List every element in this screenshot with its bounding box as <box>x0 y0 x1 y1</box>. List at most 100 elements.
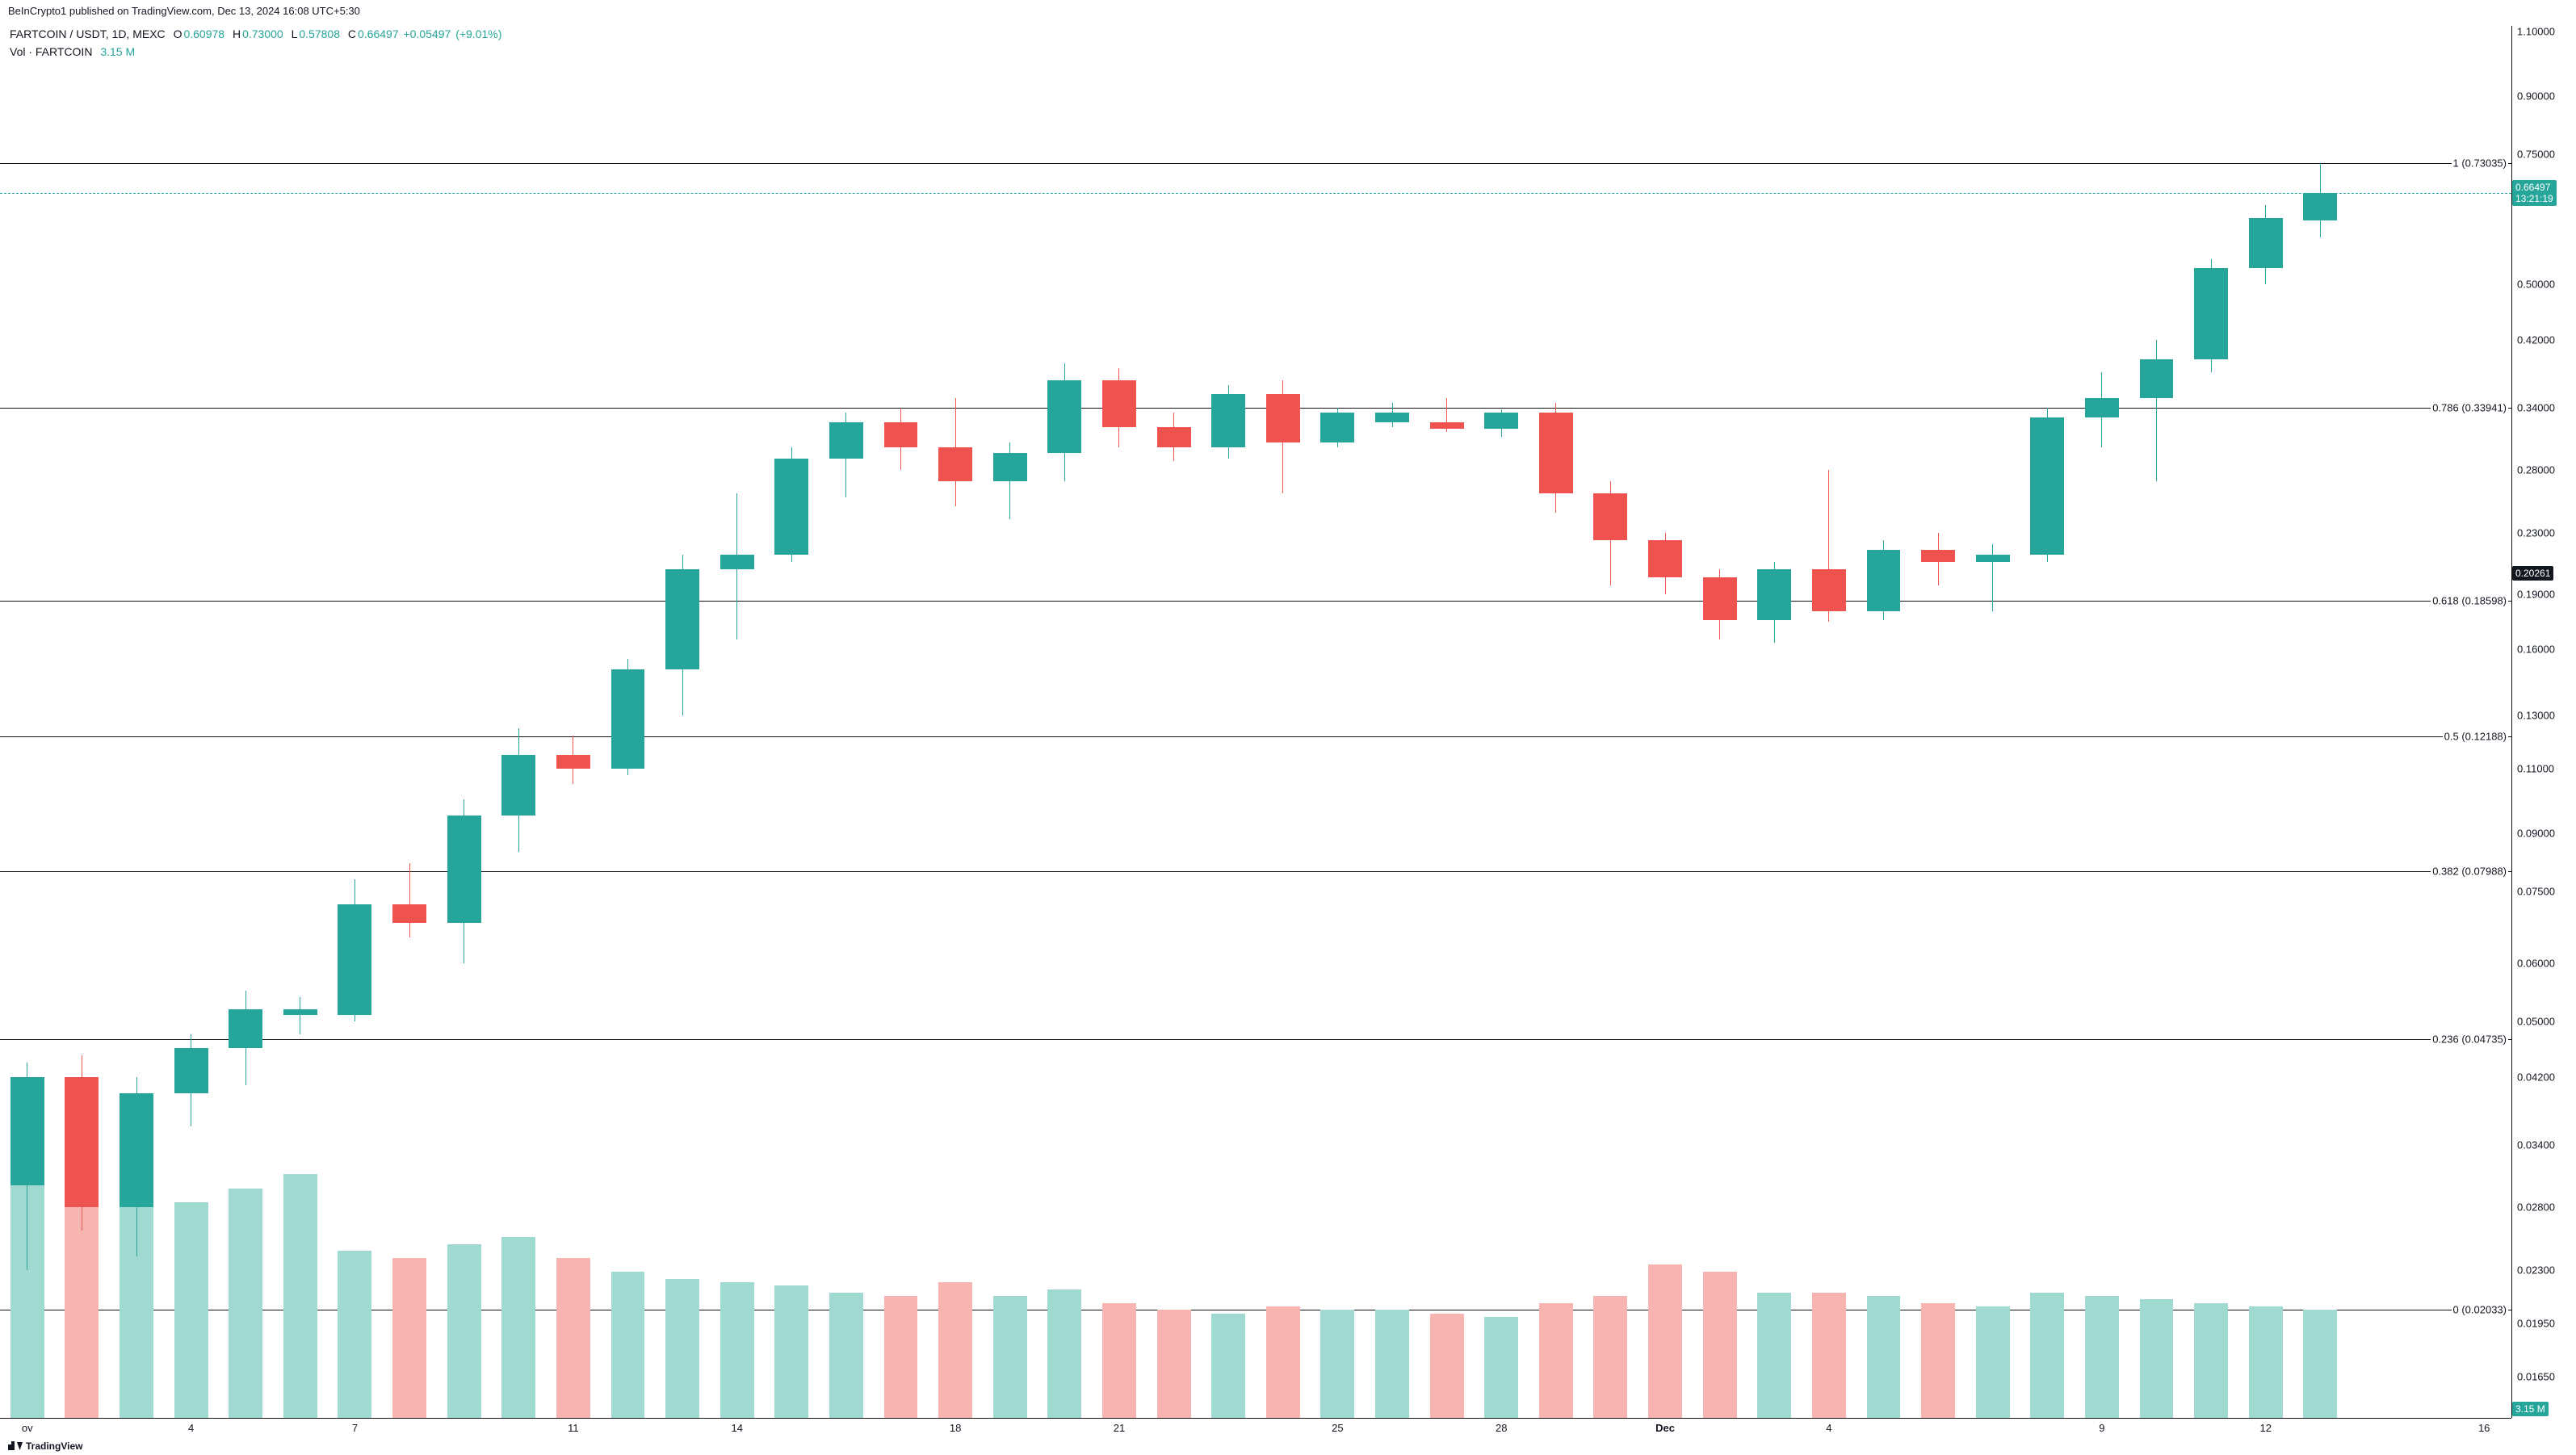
volume-bar <box>1266 1306 1300 1418</box>
y-tick: 0.19000 <box>2517 588 2555 600</box>
price-axis[interactable]: 1.100000.900000.750000.500000.420000.340… <box>2511 26 2576 1418</box>
volume-bar <box>1976 1306 2010 1418</box>
volume-bar <box>720 1282 754 1418</box>
volume-legend[interactable]: Vol · FARTCOIN 3.15 M <box>10 45 135 58</box>
candle-body <box>229 1009 262 1049</box>
volume-bar <box>501 1237 535 1418</box>
volume-bar <box>1812 1293 1846 1418</box>
volume-bar <box>1375 1310 1409 1418</box>
fib-line <box>0 871 2511 872</box>
candle-body <box>10 1077 44 1185</box>
x-tick: 25 <box>1332 1422 1343 1434</box>
y-tick: 0.06000 <box>2517 957 2555 969</box>
candle-body <box>1320 413 1354 442</box>
x-tick: 18 <box>950 1422 961 1434</box>
candle-body <box>501 755 535 816</box>
candle-body <box>1812 569 1846 611</box>
volume-bar <box>611 1272 645 1418</box>
fib-line <box>0 408 2511 409</box>
candle-body <box>1211 394 1245 448</box>
candle-body <box>1047 380 1081 453</box>
candle-body <box>938 447 972 481</box>
volume-bar <box>2194 1303 2228 1418</box>
volume-bar <box>665 1279 699 1418</box>
candle-body <box>2194 268 2228 359</box>
y-tick: 0.11000 <box>2517 763 2554 775</box>
volume-bar <box>829 1293 863 1418</box>
y-tick: 0.50000 <box>2517 278 2555 290</box>
chart-footer: TradingView <box>0 1437 2576 1455</box>
volume-bar <box>1921 1303 1955 1418</box>
candle-body <box>829 422 863 459</box>
volume-value: 3.15 M <box>100 45 135 58</box>
candle-body <box>174 1048 208 1092</box>
y-tick: 0.13000 <box>2517 710 2555 722</box>
y-tick: 0.02300 <box>2517 1264 2555 1277</box>
fib-line <box>0 1039 2511 1040</box>
volume-bar <box>1157 1310 1191 1418</box>
y-tick: 0.23000 <box>2517 526 2555 539</box>
symbol-legend[interactable]: FARTCOIN / USDT, 1D, MEXC O0.60978 H0.73… <box>10 27 501 40</box>
fib-label: 0.382 (0.07988) <box>2431 866 2508 878</box>
candle-body <box>774 459 808 555</box>
volume-bar <box>1484 1317 1518 1418</box>
open-value: 0.60978 <box>183 27 224 40</box>
y-tick: 1.10000 <box>2517 26 2555 38</box>
x-tick: 21 <box>1114 1422 1125 1434</box>
close-value: 0.66497 <box>358 27 399 40</box>
y-tick: 0.16000 <box>2517 643 2555 655</box>
volume-bar <box>1430 1314 1464 1418</box>
y-tick: 0.04200 <box>2517 1071 2555 1084</box>
x-tick: 4 <box>188 1422 194 1434</box>
change-pct: (+9.01%) <box>455 27 501 40</box>
y-tick: 0.03400 <box>2517 1139 2555 1151</box>
y-tick: 0.05000 <box>2517 1016 2555 1028</box>
candle-body <box>1484 413 1518 430</box>
fib-line <box>0 601 2511 602</box>
price-badge: 0.20261 <box>2512 566 2553 581</box>
volume-bar <box>338 1251 371 1418</box>
candle-body <box>720 555 754 570</box>
y-tick: 0.28000 <box>2517 463 2555 476</box>
volume-bar <box>2140 1299 2174 1418</box>
volume-bar <box>1593 1296 1627 1418</box>
y-tick: 0.42000 <box>2517 333 2555 346</box>
x-tick: 9 <box>2099 1422 2104 1434</box>
volume-bar <box>2249 1306 2283 1418</box>
y-tick: 0.90000 <box>2517 90 2555 102</box>
volume-bar <box>1703 1272 1737 1418</box>
volume-bar <box>774 1285 808 1418</box>
candle-body <box>1648 540 1682 578</box>
candle-body <box>556 755 590 769</box>
y-tick: 0.75000 <box>2517 149 2555 161</box>
tradingview-logo[interactable]: TradingView <box>8 1440 82 1452</box>
volume-bar <box>1320 1310 1354 1418</box>
volume-bar <box>283 1174 317 1418</box>
candle-body <box>1430 422 1464 430</box>
candle-body <box>1266 394 1300 442</box>
y-tick: 0.01950 <box>2517 1317 2555 1329</box>
tradingview-text: TradingView <box>26 1440 82 1452</box>
volume-bar <box>2030 1293 2064 1418</box>
candle-body <box>1867 550 1901 611</box>
fib-line <box>0 163 2511 164</box>
x-tick: 28 <box>1496 1422 1507 1434</box>
volume-bar <box>884 1296 918 1418</box>
low-value: 0.57808 <box>299 27 340 40</box>
ohlc-values: O0.60978 H0.73000 L0.57808 C0.66497 +0.0… <box>169 27 502 40</box>
volume-bar <box>174 1202 208 1418</box>
candle-body <box>2085 398 2119 417</box>
candle-body <box>1593 493 1627 539</box>
volume-bar <box>1867 1296 1901 1418</box>
price-chart[interactable]: 1 (0.73035)0.786 (0.33941)0.618 (0.18598… <box>0 26 2511 1418</box>
fib-line <box>0 736 2511 737</box>
volume-badge: 3.15 M <box>2512 1402 2549 1416</box>
time-axis[interactable]: ov47111418212528Dec491216 <box>0 1418 2511 1437</box>
volume-bar <box>556 1258 590 1418</box>
y-tick: 0.01650 <box>2517 1370 2555 1382</box>
x-tick: 12 <box>2260 1422 2272 1434</box>
candle-body <box>2030 417 2064 555</box>
volume-bar <box>1757 1293 1791 1418</box>
candle-body <box>120 1093 153 1207</box>
volume-bar <box>1211 1314 1245 1418</box>
